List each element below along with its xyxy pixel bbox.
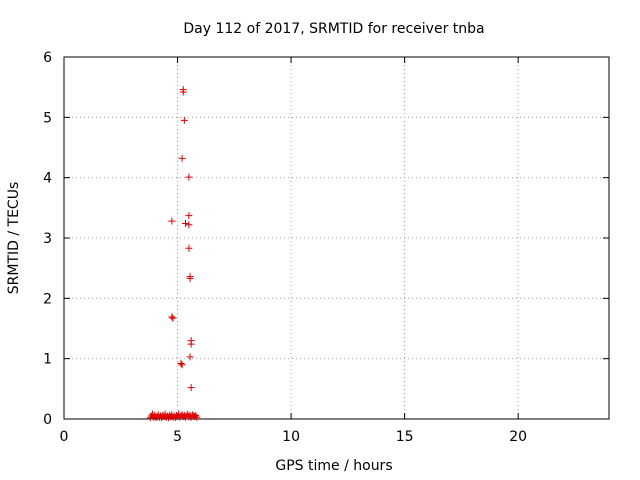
data-point bbox=[185, 244, 193, 252]
chart-title: Day 112 of 2017, SRMTID for receiver tnb… bbox=[183, 21, 484, 37]
data-point bbox=[178, 361, 186, 369]
y-tick-label: 1 bbox=[43, 352, 52, 368]
data-point bbox=[185, 173, 193, 181]
data-point bbox=[193, 413, 201, 421]
data-point bbox=[192, 411, 200, 419]
data-point bbox=[187, 384, 195, 392]
x-tick-label: 20 bbox=[509, 429, 527, 445]
data-point bbox=[186, 274, 194, 282]
data-point bbox=[187, 340, 195, 348]
x-axis-label: GPS time / hours bbox=[275, 458, 392, 474]
y-tick-label: 6 bbox=[43, 50, 52, 66]
x-tick-label: 5 bbox=[173, 429, 182, 445]
y-axis-label: SRMTID / TECUs bbox=[6, 182, 22, 295]
data-point bbox=[185, 221, 193, 229]
x-tick-label: 15 bbox=[396, 429, 414, 445]
data-point bbox=[181, 220, 189, 228]
axis-ticks: 0 5 10 15 20 0 1 2 3 4 5 6 bbox=[43, 50, 609, 445]
y-tick-label: 0 bbox=[43, 412, 52, 428]
data-point bbox=[178, 154, 186, 162]
data-point bbox=[168, 313, 176, 321]
data-point bbox=[180, 116, 188, 124]
data-point bbox=[177, 359, 185, 367]
y-tick-label: 4 bbox=[43, 171, 52, 187]
y-tick-label: 5 bbox=[43, 110, 52, 126]
data-point bbox=[186, 353, 194, 361]
data-points bbox=[146, 86, 201, 422]
x-tick-label: 0 bbox=[60, 429, 69, 445]
y-tick-label: 3 bbox=[43, 231, 52, 247]
data-point bbox=[169, 314, 177, 322]
x-tick-label: 10 bbox=[282, 429, 300, 445]
y-tick-label: 2 bbox=[43, 291, 52, 307]
data-point bbox=[179, 88, 187, 96]
data-point bbox=[168, 217, 176, 225]
grid-lines bbox=[64, 57, 609, 419]
data-point bbox=[185, 212, 193, 220]
